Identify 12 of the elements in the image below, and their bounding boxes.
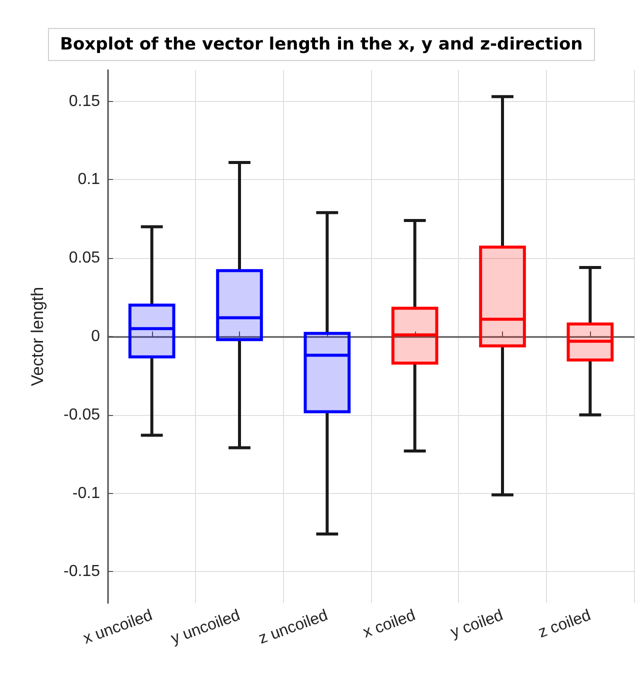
y-tick-label: -0.05 bbox=[64, 406, 100, 424]
y-tick-label: -0.15 bbox=[64, 563, 100, 580]
y-axis-title: Vector length bbox=[28, 286, 47, 386]
chart-title: Boxplot of the vector length in the x, y and z-direction bbox=[60, 34, 583, 54]
y-tick-label: 0 bbox=[91, 328, 100, 345]
x-tick-label: z coiled bbox=[536, 607, 594, 642]
y-tick-label: -0.1 bbox=[72, 484, 100, 502]
y-tick-label: 0.15 bbox=[68, 92, 100, 110]
x-tick-label: x coiled bbox=[360, 607, 418, 642]
y-tick-label: 0.05 bbox=[68, 250, 100, 267]
x-tick-label: y coiled bbox=[448, 607, 506, 642]
y-tick-label: 0.1 bbox=[78, 171, 100, 188]
